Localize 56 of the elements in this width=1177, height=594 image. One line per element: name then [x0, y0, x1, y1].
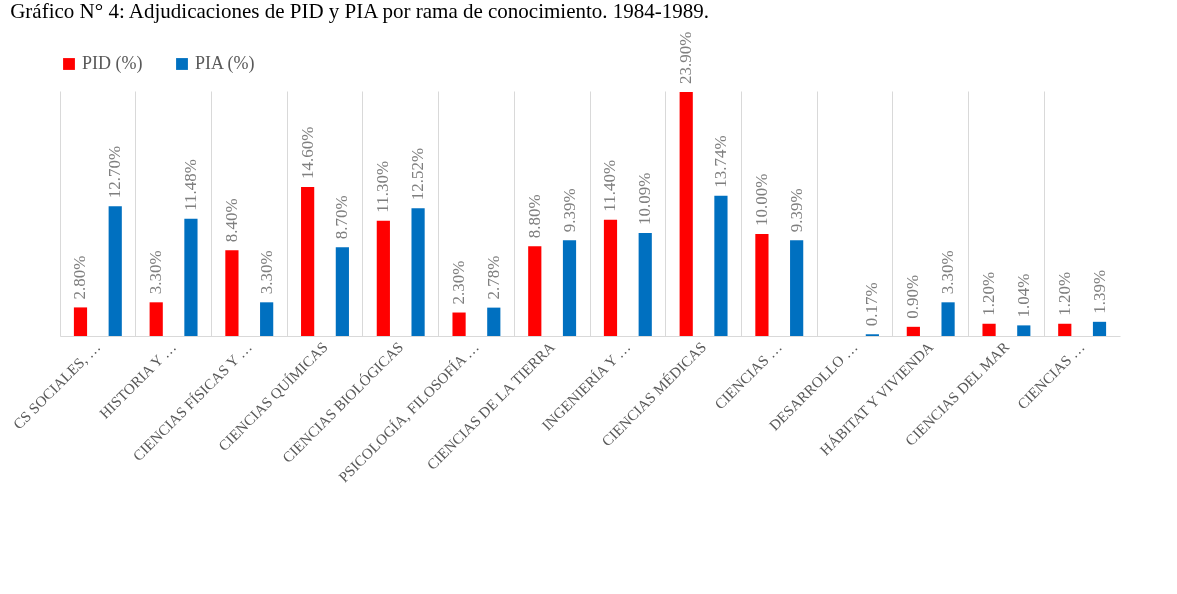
bar — [335, 247, 349, 336]
bar — [1017, 325, 1031, 336]
bar — [225, 250, 239, 336]
bar — [301, 186, 315, 336]
bar — [714, 195, 728, 336]
data-label: 0.90% — [903, 274, 923, 319]
bar — [184, 218, 198, 336]
bar — [487, 307, 501, 336]
data-label: 3.30% — [938, 250, 958, 295]
bar — [755, 233, 769, 336]
chart-title: Gráfico N° 4: Adjudicaciones de PID y PIA por rama de conocimiento. 1984-1989. — [10, 0, 710, 23]
bar — [982, 323, 996, 336]
data-label: 1.04% — [1013, 273, 1033, 318]
bar — [73, 307, 88, 336]
bar — [1058, 323, 1072, 336]
bar — [260, 302, 274, 336]
data-label: 9.39% — [786, 188, 806, 233]
bar — [906, 326, 920, 336]
bar — [679, 92, 693, 336]
data-label: 2.30% — [449, 260, 469, 305]
bar — [108, 206, 122, 336]
legend-label: PID (%) — [82, 53, 143, 74]
data-label: 10.00% — [751, 173, 771, 226]
data-label: 0.17% — [862, 282, 882, 327]
data-label: 1.39% — [1089, 269, 1109, 314]
bar — [562, 240, 577, 336]
data-label: 8.40% — [221, 198, 241, 243]
bar — [411, 208, 425, 336]
data-label: 9.39% — [559, 188, 579, 233]
data-label: 8.70% — [332, 195, 352, 240]
data-label: 3.30% — [146, 250, 166, 295]
bar — [941, 302, 955, 336]
bar — [452, 312, 466, 336]
data-label: 2.80% — [70, 255, 90, 300]
bar — [1092, 321, 1107, 336]
data-label: 1.20% — [979, 271, 999, 316]
data-label: 23.90% — [676, 31, 696, 85]
data-label: 2.78% — [483, 255, 503, 300]
data-label: 11.30% — [373, 160, 393, 213]
bar — [638, 233, 652, 336]
legend-label: PIA (%) — [195, 53, 255, 74]
bar — [149, 302, 163, 336]
data-label: 1.20% — [1054, 271, 1074, 316]
data-label: 12.70% — [105, 145, 125, 199]
data-label: 14.60% — [297, 126, 317, 179]
data-label: 10.09% — [635, 172, 655, 225]
data-label: 11.48% — [180, 159, 200, 211]
data-label: 12.52% — [408, 147, 428, 201]
data-label: 11.40% — [600, 159, 620, 212]
data-label: 3.30% — [256, 250, 276, 295]
bar — [603, 219, 618, 336]
data-label: 13.74% — [710, 135, 730, 188]
bar — [790, 240, 804, 336]
bar — [528, 246, 542, 336]
data-label: 8.80% — [524, 194, 544, 239]
bar — [376, 220, 390, 336]
